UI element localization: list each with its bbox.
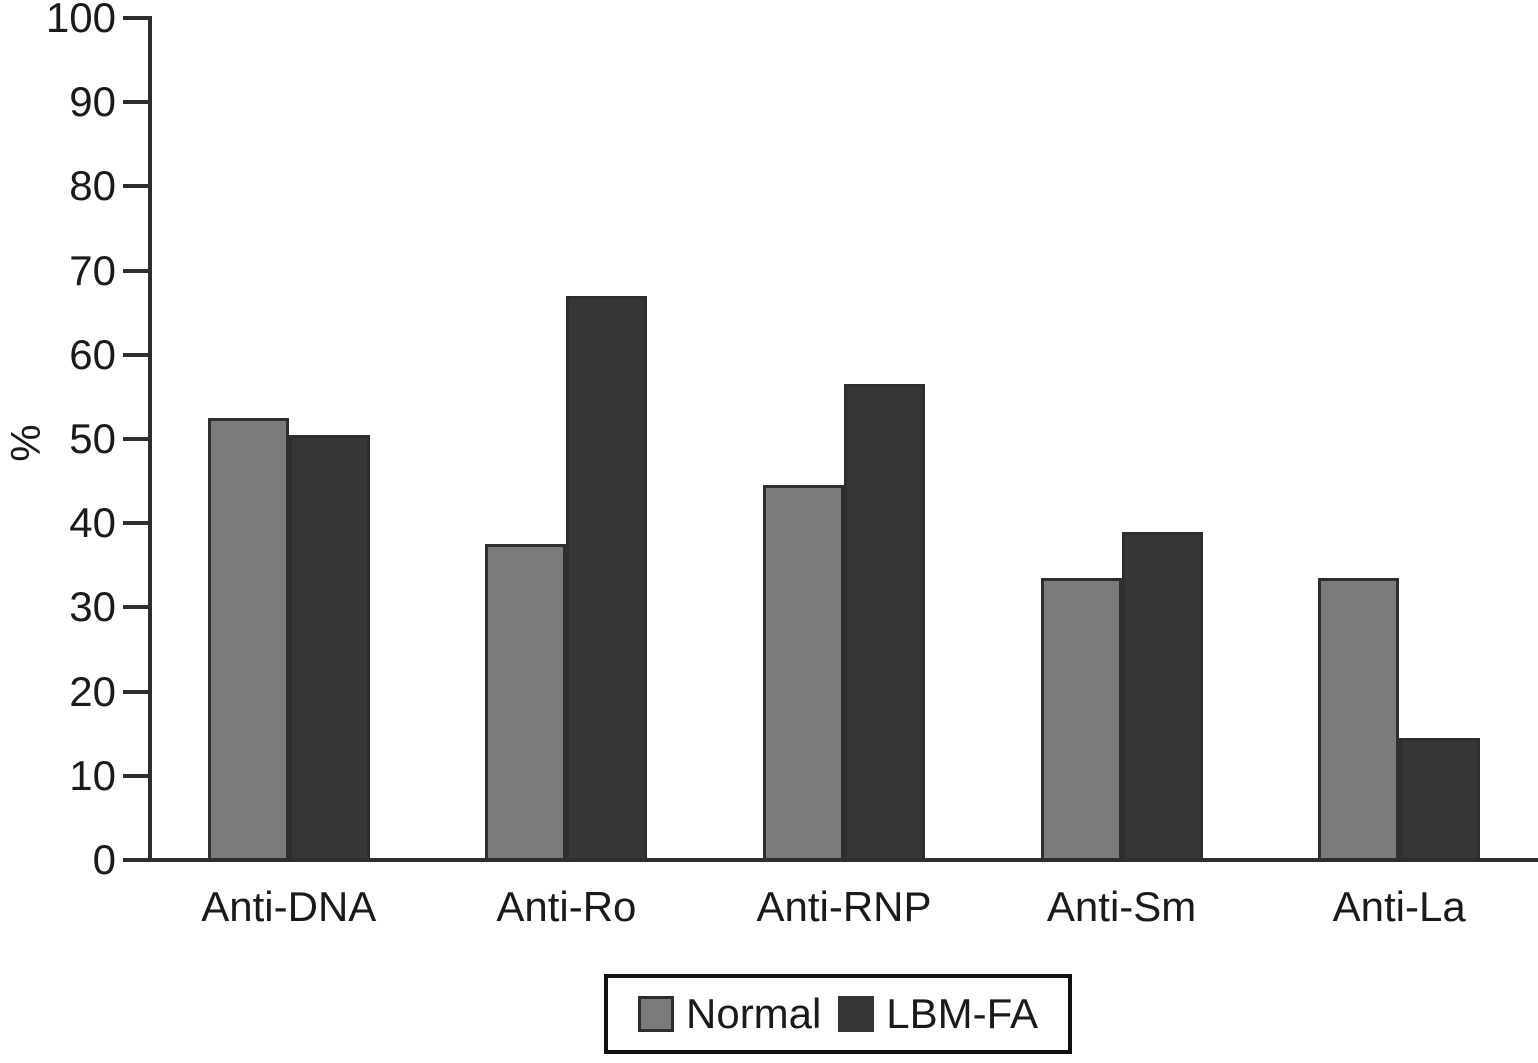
y-tick-mark	[123, 16, 149, 20]
legend-box: Normal LBM-FA	[604, 974, 1072, 1054]
y-axis-line	[148, 16, 152, 862]
y-tick-label: 40	[69, 499, 116, 547]
y-tick-label: 20	[69, 667, 116, 715]
x-category-label: Anti-DNA	[201, 883, 377, 930]
legend-item-lbm-fa: LBM-FA	[838, 991, 1038, 1037]
x-category-label: Anti-Ro	[496, 883, 637, 930]
y-tick-label: 90	[69, 78, 116, 126]
bar-lbm-fa-anti-dna	[288, 434, 370, 860]
legend-label-normal: Normal	[686, 990, 822, 1037]
y-tick-label: 70	[69, 246, 116, 294]
y-tick-label: 60	[69, 330, 116, 378]
bar-normal-anti-la	[1318, 577, 1400, 860]
y-tick-mark	[123, 352, 149, 357]
bar-lbm-fa-anti-rnp	[844, 384, 925, 860]
y-tick-label: 30	[69, 583, 116, 631]
bar-normal-anti-dna	[207, 417, 289, 860]
y-tick-label: 100	[45, 0, 116, 41]
legend-label-lbm-fa: LBM-FA	[886, 990, 1038, 1037]
bar-normal-anti-sm	[1040, 577, 1122, 860]
y-tick-mark	[123, 268, 149, 273]
bar-normal-anti-rnp	[763, 485, 844, 860]
x-category-label: Anti-Sm	[1046, 883, 1197, 930]
bar-lbm-fa-anti-ro	[566, 295, 648, 860]
legend-item-normal: Normal	[638, 991, 821, 1037]
legend-swatch-normal-icon	[638, 996, 674, 1032]
bar-lbm-fa-anti-sm	[1121, 531, 1203, 860]
x-axis-line	[148, 858, 1538, 862]
legend-swatch-lbm-fa-icon	[838, 996, 875, 1032]
bar-lbm-fa-anti-la	[1399, 737, 1481, 860]
y-tick-mark	[123, 184, 149, 189]
y-tick-mark	[123, 689, 149, 694]
y-tick-mark	[123, 773, 149, 778]
y-tick-mark	[123, 437, 149, 441]
y-tick-mark	[123, 858, 149, 862]
y-tick-label: 10	[69, 751, 116, 799]
y-tick-mark	[123, 100, 149, 105]
y-tick-label: 0	[92, 836, 116, 883]
y-tick-mark	[123, 521, 149, 526]
x-category-label: Anti-RNP	[756, 883, 932, 930]
y-tick-label: 50	[69, 415, 116, 462]
y-tick-mark	[123, 605, 149, 610]
y-tick-label: 80	[69, 162, 116, 210]
bar-normal-anti-ro	[485, 544, 567, 860]
x-category-label: Anti-La	[1332, 883, 1466, 930]
